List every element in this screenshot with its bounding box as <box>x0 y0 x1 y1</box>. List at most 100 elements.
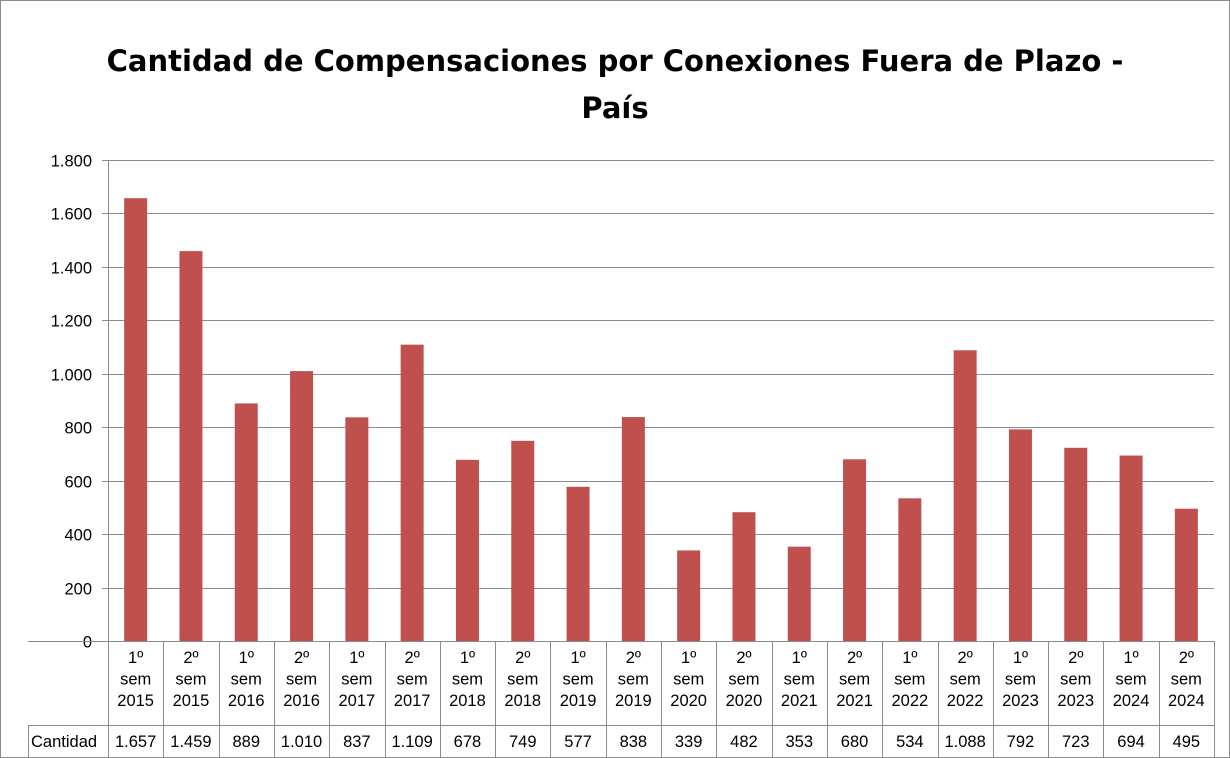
category-label: 1º <box>128 649 143 667</box>
bar <box>621 417 645 641</box>
data-label: 749 <box>509 733 537 751</box>
bar <box>1008 429 1032 641</box>
category-label: sem <box>1005 671 1036 689</box>
bar <box>677 550 701 641</box>
category-label: sem <box>728 671 759 689</box>
y-tick-label: 800 <box>64 420 92 438</box>
data-label: 1.657 <box>115 733 156 751</box>
category-label: 2º <box>294 649 309 667</box>
y-tick-label: 400 <box>64 527 92 545</box>
category-label: 2016 <box>228 692 265 710</box>
data-label: 792 <box>1007 733 1035 751</box>
category-label: 2017 <box>394 692 431 710</box>
chart-title-line-2: País <box>581 91 649 125</box>
category-label: 2018 <box>449 692 486 710</box>
category-label: sem <box>784 671 815 689</box>
bar <box>511 440 535 641</box>
category-label: 1º <box>902 649 917 667</box>
category-label: 2015 <box>117 692 154 710</box>
bar <box>290 371 314 641</box>
category-label: sem <box>618 671 649 689</box>
data-label: 889 <box>232 733 260 751</box>
category-label: 2º <box>183 649 198 667</box>
category-label: 1º <box>1013 649 1028 667</box>
category-label: 2022 <box>891 692 928 710</box>
category-label: sem <box>1060 671 1091 689</box>
y-tick-label: 1.200 <box>51 313 92 331</box>
category-label: 2021 <box>836 692 873 710</box>
category-label: 2015 <box>173 692 210 710</box>
bar <box>345 417 369 641</box>
data-label: 482 <box>730 733 758 751</box>
category-label: 1º <box>1123 649 1138 667</box>
category-label: 2020 <box>670 692 707 710</box>
y-tick-label: 200 <box>64 581 92 599</box>
data-label: 1.010 <box>281 733 322 751</box>
category-label: 1º <box>792 649 807 667</box>
category-label: 2023 <box>1057 692 1094 710</box>
data-label: 678 <box>454 733 482 751</box>
bar <box>1064 447 1088 641</box>
data-label: 723 <box>1062 733 1090 751</box>
category-label: sem <box>950 671 981 689</box>
category-label: 2024 <box>1113 692 1150 710</box>
category-label: 2º <box>405 649 420 667</box>
data-label: 837 <box>343 733 371 751</box>
data-label: 339 <box>675 733 703 751</box>
data-label: 495 <box>1173 733 1201 751</box>
category-label: 1º <box>239 649 254 667</box>
bar <box>179 251 203 641</box>
data-label: 1.459 <box>170 733 211 751</box>
category-label: 2º <box>1179 649 1194 667</box>
category-label: sem <box>397 671 428 689</box>
category-label: 1º <box>681 649 696 667</box>
chart-title: Cantidad de Compensaciones por Conexione… <box>0 38 1230 132</box>
category-label: 2º <box>515 649 530 667</box>
data-label: 1.088 <box>945 733 986 751</box>
category-label: 1º <box>460 649 475 667</box>
data-label: 534 <box>896 733 924 751</box>
category-label: 2022 <box>947 692 984 710</box>
category-label: 2023 <box>1002 692 1039 710</box>
category-label: sem <box>1171 671 1202 689</box>
category-label: 2018 <box>504 692 541 710</box>
category-label: sem <box>562 671 593 689</box>
bar <box>787 546 811 641</box>
data-label: 577 <box>564 733 592 751</box>
category-label: sem <box>1115 671 1146 689</box>
category-label: sem <box>120 671 151 689</box>
category-label: 2021 <box>781 692 818 710</box>
category-label: sem <box>507 671 538 689</box>
category-label: sem <box>341 671 372 689</box>
category-label: 2º <box>626 649 641 667</box>
bar <box>400 344 424 641</box>
category-label: 2016 <box>283 692 320 710</box>
category-label: sem <box>894 671 925 689</box>
category-label: 2º <box>847 649 862 667</box>
data-label: 680 <box>841 733 869 751</box>
category-label: sem <box>452 671 483 689</box>
bar <box>124 198 148 642</box>
series-name: Cantidad <box>31 733 97 751</box>
category-label: 2º <box>1068 649 1083 667</box>
y-tick-label: 1.600 <box>51 206 92 224</box>
y-tick-label: 1.800 <box>51 153 92 171</box>
data-label: 838 <box>620 733 648 751</box>
data-label: 353 <box>785 733 813 751</box>
category-label: 1º <box>570 649 585 667</box>
y-tick-label: 1.400 <box>51 260 92 278</box>
category-label: 2017 <box>338 692 375 710</box>
bar <box>898 498 922 641</box>
y-tick-label: 1.000 <box>51 367 92 385</box>
bar <box>1174 508 1198 641</box>
category-label: 2º <box>736 649 751 667</box>
category-label: sem <box>839 671 870 689</box>
data-label: 1.109 <box>392 733 433 751</box>
bar <box>566 486 590 641</box>
y-tick-label: 0 <box>83 634 92 652</box>
bar <box>953 350 977 641</box>
data-label: 694 <box>1117 733 1145 751</box>
bar <box>1119 455 1143 641</box>
category-label: 2020 <box>726 692 763 710</box>
